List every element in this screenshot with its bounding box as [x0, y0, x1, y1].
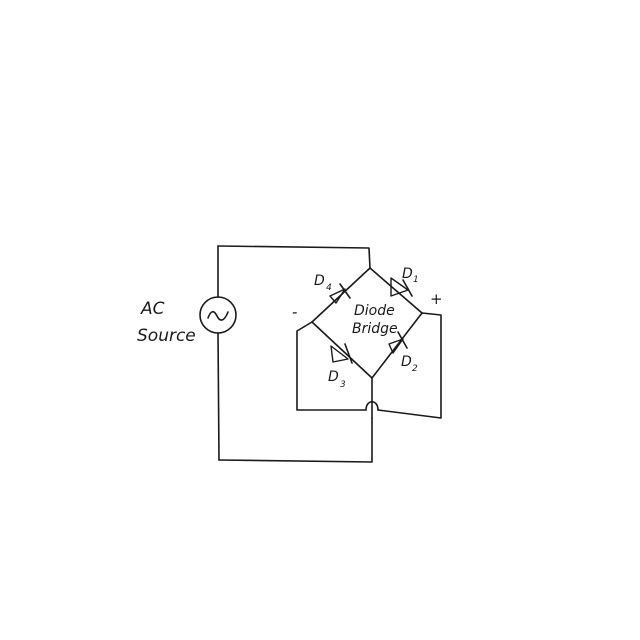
diode-d3 — [330, 343, 353, 364]
wire-source-left-lower — [217, 332, 220, 461]
wire-negative-rail — [296, 321, 367, 411]
d4-label-letter: D — [314, 273, 325, 289]
ac-source-circle — [199, 296, 237, 334]
d3-label-letter: D — [328, 369, 339, 385]
bridge-edge-bottom-right — [371, 312, 423, 379]
ac-source-symbol — [199, 296, 237, 334]
d2-label-letter: D — [401, 354, 412, 370]
diode-d2 — [388, 331, 408, 354]
negative-terminal-sign: - — [292, 303, 297, 321]
diode-d1 — [390, 277, 413, 297]
d2-label-sub: 2 — [412, 364, 418, 374]
ac-source-label-line2: Source — [137, 326, 196, 346]
ac-source-label-line1: AC — [140, 299, 165, 319]
sine-wave-icon — [207, 310, 229, 321]
wire-source-top — [217, 245, 371, 269]
wire-source-bottom — [218, 417, 373, 463]
d3-label-sub: 3 — [340, 380, 346, 390]
bridge-label-line1: Diode — [354, 303, 395, 319]
wire-positive-rail — [377, 312, 442, 419]
d1-label-sub: 1 — [413, 275, 419, 285]
positive-terminal-sign: + — [430, 290, 443, 308]
diode-d4 — [329, 283, 351, 304]
d4-label-sub: 4 — [326, 283, 332, 293]
bridge-edge-bottom-left — [311, 321, 373, 379]
bridge-edge-top-right — [369, 267, 423, 314]
bridge-label-line2: Bridge — [352, 321, 398, 337]
d1-label-letter: D — [402, 266, 413, 282]
